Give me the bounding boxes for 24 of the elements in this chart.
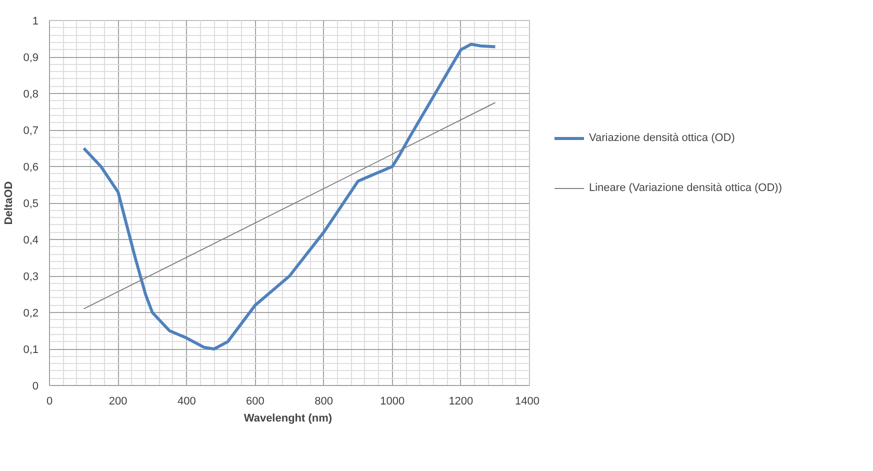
y-tick-label: 0,4 — [23, 234, 39, 246]
y-tick-label: 0,9 — [23, 52, 39, 64]
y-tick-label: 1 — [32, 16, 39, 28]
x-tick-label: 1200 — [448, 396, 474, 408]
y-tick-label: 0,7 — [23, 125, 39, 137]
x-tick-label: 200 — [108, 396, 128, 408]
legend-label: Variazione densità ottica (OD) — [589, 132, 735, 144]
y-tick-label: 0,8 — [23, 88, 39, 100]
x-tick-label: 400 — [177, 396, 196, 408]
x-tick-label: 800 — [314, 396, 333, 408]
y-tick-label: 0,1 — [23, 344, 39, 356]
y-tick-label: 0 — [32, 380, 39, 392]
y-tick-label: 0,3 — [23, 271, 39, 283]
x-tick-label: 0 — [46, 396, 53, 408]
y-axis-title: DeltaOD — [3, 181, 16, 225]
x-tick-label: 1400 — [515, 396, 540, 408]
y-tick-label: 0,6 — [23, 162, 39, 174]
line-series — [82, 42, 497, 350]
x-tick-label: 600 — [246, 396, 264, 408]
y-tick-label: 0,5 — [23, 198, 39, 210]
x-axis-title: Wavelenght (nm) — [244, 412, 332, 424]
legend-label: Lineare (Variazione densità ottica (OD)) — [589, 182, 782, 194]
x-tick-label: 1000 — [380, 396, 405, 408]
y-tick-label: 0,2 — [23, 308, 39, 320]
